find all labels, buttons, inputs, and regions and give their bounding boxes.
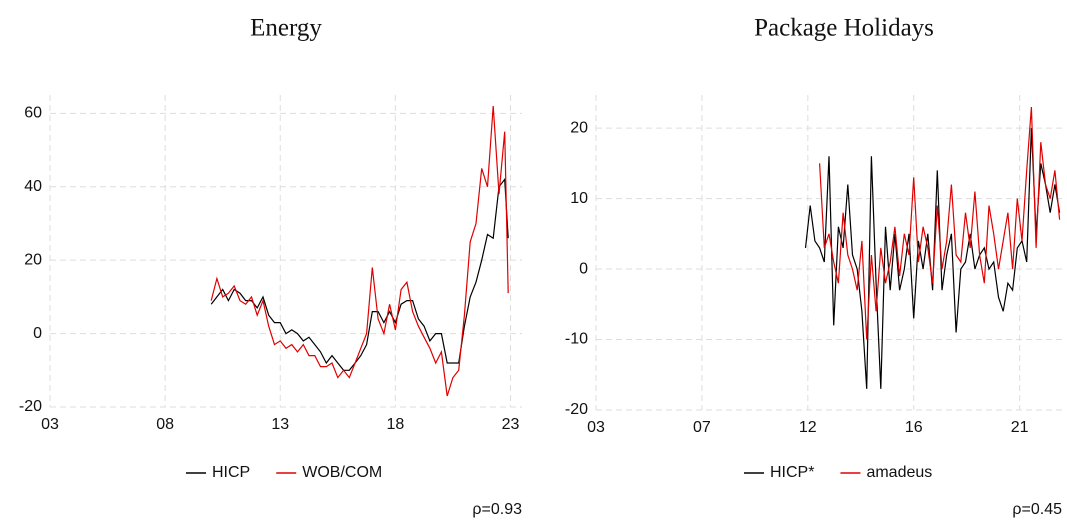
chart-title: Package Holidays (754, 15, 934, 42)
y-tick-label: 0 (33, 325, 42, 342)
x-tick-label: 07 (693, 419, 711, 436)
y-tick-label: 20 (24, 251, 42, 268)
x-tick-label: 21 (1011, 419, 1029, 436)
series-line (819, 106, 1061, 340)
y-tick-label: -20 (19, 398, 42, 415)
y-tick-label: -10 (565, 331, 588, 348)
series-line (210, 105, 509, 397)
correlation-note: ρ=0.45 (1012, 501, 1062, 518)
chart-title: Energy (250, 15, 322, 42)
correlation-note: ρ=0.93 (472, 501, 522, 518)
x-tick-label: 03 (587, 419, 605, 436)
x-tick-label: 16 (905, 419, 923, 436)
legend-label: HICP* (770, 464, 814, 481)
series-line (210, 177, 509, 371)
legend-label: HICP (212, 464, 250, 481)
x-tick-label: 18 (386, 416, 404, 433)
y-tick-label: -20 (565, 401, 588, 418)
y-tick-label: 40 (24, 178, 42, 195)
y-tick-label: 10 (570, 190, 588, 207)
x-tick-label: 03 (41, 416, 59, 433)
legend-label: WOB/COM (302, 464, 382, 481)
x-tick-label: 08 (156, 416, 174, 433)
y-tick-label: 0 (579, 260, 588, 277)
x-tick-label: 23 (502, 416, 520, 433)
x-tick-label: 12 (799, 419, 817, 436)
y-tick-label: 60 (24, 105, 42, 122)
y-tick-label: 20 (570, 119, 588, 136)
legend-label: amadeus (866, 464, 932, 481)
x-tick-label: 13 (271, 416, 289, 433)
series-line (804, 128, 1061, 389)
